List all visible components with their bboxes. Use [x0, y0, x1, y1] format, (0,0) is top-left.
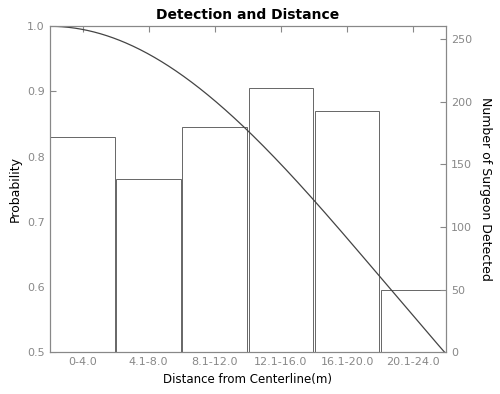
Bar [50, 137, 115, 352]
Bar [381, 290, 446, 352]
Title: Detection and Distance: Detection and Distance [156, 8, 340, 22]
X-axis label: Distance from Centerline(m): Distance from Centerline(m) [164, 373, 332, 386]
Bar [248, 88, 314, 352]
Bar [116, 180, 181, 352]
Bar [182, 127, 247, 352]
Y-axis label: Number of Surgeon Detected: Number of Surgeon Detected [478, 97, 492, 281]
Bar [314, 111, 380, 352]
Y-axis label: Probability: Probability [8, 156, 22, 222]
